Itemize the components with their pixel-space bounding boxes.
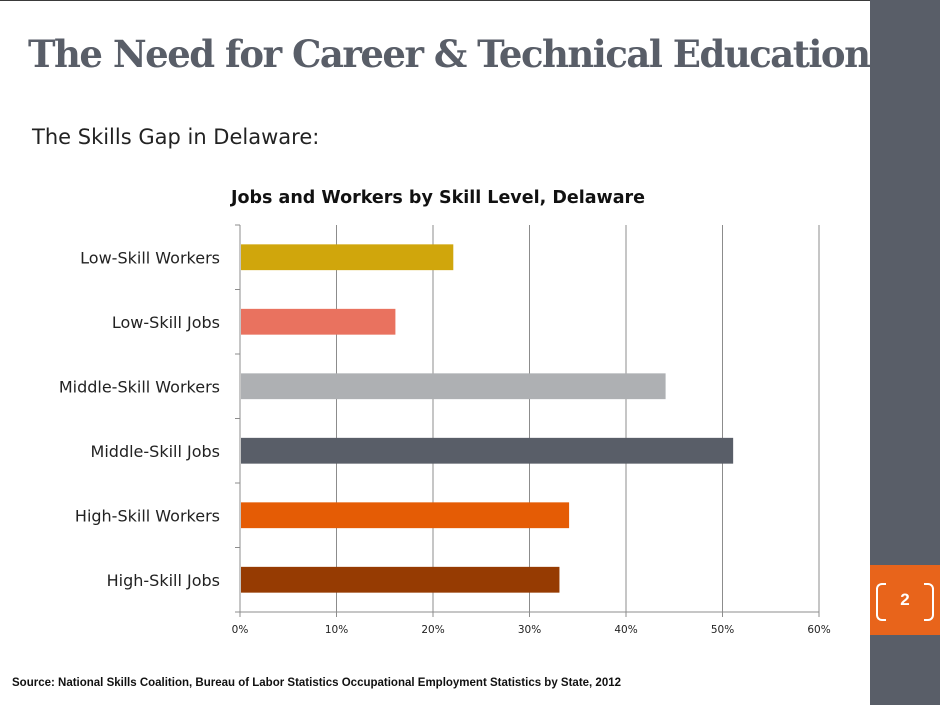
left-bracket-icon [876, 583, 886, 621]
skills-bar-chart: Jobs and Workers by Skill Level, Delawar… [59, 188, 831, 636]
x-tick-label: 30% [518, 624, 541, 636]
category-label: Middle-Skill Jobs [91, 442, 220, 461]
bar-high-skill-workers [241, 502, 570, 529]
category-label: Low-Skill Jobs [112, 313, 220, 332]
source-note: Source: National Skills Coalition, Burea… [12, 677, 622, 689]
bar-middle-skill-jobs [241, 437, 734, 464]
right-bracket-icon [924, 583, 934, 621]
category-label: High-Skill Workers [75, 506, 220, 525]
slide-title: The Need for Career & Technical Educatio… [28, 32, 871, 76]
x-tick-label: 60% [807, 624, 830, 636]
x-tick-label: 40% [614, 624, 637, 636]
category-label: High-Skill Jobs [107, 571, 220, 590]
slide-subtitle: The Skills Gap in Delaware: [32, 125, 320, 149]
x-tick-label: 20% [421, 624, 444, 636]
category-label: Low-Skill Workers [80, 248, 220, 267]
bar-low-skill-workers [241, 244, 454, 271]
bar-middle-skill-workers [241, 373, 666, 400]
chart-title: Jobs and Workers by Skill Level, Delawar… [230, 188, 645, 208]
bar-high-skill-jobs [241, 566, 560, 593]
x-tick-label: 50% [711, 624, 734, 636]
x-tick-label: 0% [232, 624, 249, 636]
page-number-box: 2 [870, 565, 940, 635]
bar-low-skill-jobs [241, 308, 396, 335]
category-label: Middle-Skill Workers [59, 377, 220, 396]
top-border [0, 0, 870, 1]
page-number: 2 [900, 590, 910, 609]
x-tick-label: 10% [325, 624, 348, 636]
